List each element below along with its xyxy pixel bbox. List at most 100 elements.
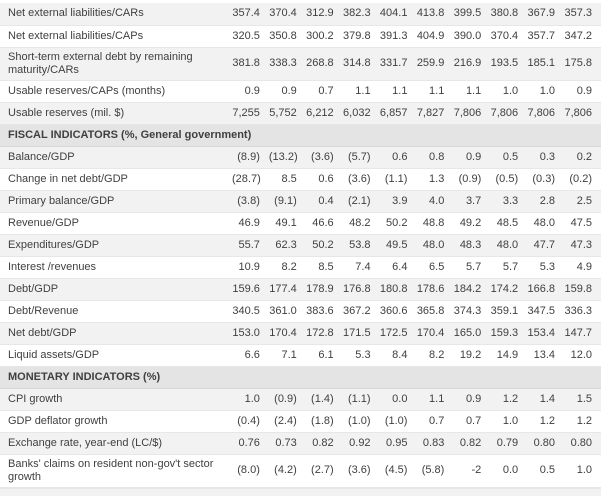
value-cell: 8.2 [268,256,306,279]
value-cell: 0.9 [564,80,601,103]
value-cell: 0.9 [453,146,491,169]
value-cell: 174.2 [490,278,528,301]
value-cell: 6.6 [232,344,269,367]
value-cell: 360.6 [379,300,417,323]
row-label: Usable reserves (mil. $) [0,102,232,125]
value-cell: 0.6 [305,168,343,191]
value-cell: 55.7 [232,234,269,257]
value-cell: 2.5 [564,190,601,213]
value-cell: 370.4 [268,3,306,26]
value-cell: 172.8 [305,322,343,345]
indicator-row: Balance/GDP (8.9) (13.2) (3.6) (5.7) 0.6 0.8 0.… [0,146,601,169]
value-cell: 320.5 [232,25,269,48]
value-cell: (9.1) [268,190,306,213]
value-cell: 347.5 [527,300,565,323]
section-header-row: MONETARY INDICATORS (%) [0,365,601,389]
value-cell: -2 [453,454,491,488]
value-cell: 259.9 [416,47,454,81]
value-cell: 216.9 [453,47,491,81]
value-cell: 379.8 [342,25,380,48]
value-cell: 48.0 [527,212,565,235]
value-cell: 370.4 [490,25,528,48]
row-label: Net external liabilities/CAPs [0,25,232,48]
value-cell: 8.5 [305,256,343,279]
value-cell: 178.6 [416,278,454,301]
value-cell: 49.1 [268,212,306,235]
value-cell: 159.6 [232,278,269,301]
indicator-row: Net external liabilities/CAPs 320.5 350.8 3… [0,25,601,48]
value-cell: 0.9 [453,388,491,411]
value-cell: 8.5 [268,168,306,191]
value-cell: 6,212 [305,102,343,125]
value-cell: 357.7 [527,25,565,48]
value-cell: 46.6 [305,212,343,235]
value-cell: (1.1) [342,388,380,411]
value-cell: 3.3 [490,190,528,213]
value-cell: (0.2) [564,168,601,191]
value-cell: 381.8 [232,47,269,81]
value-cell: 0.95 [379,432,417,455]
value-cell: 365.8 [416,300,454,323]
value-cell: 159.3 [490,322,528,345]
indicator-row: Expenditures/GDP 55.7 62.3 50.2 53.8 49.5 48.0… [0,234,601,257]
value-cell: 382.3 [342,3,380,26]
value-cell: 1.3 [416,168,454,191]
value-cell: 0.76 [232,432,269,455]
value-cell: (2.1) [342,190,380,213]
indicator-row: Banks' claims on resident non-gov't sect… [0,454,601,488]
value-cell: 357.4 [232,3,269,26]
section-header-row: FISCAL INDICATORS (%, General government… [0,123,601,147]
value-cell: 0.83 [416,432,454,455]
value-cell: (3.6) [342,168,380,191]
value-cell: 6,032 [342,102,380,125]
value-cell: 0.5 [490,146,528,169]
value-cell: 7,806 [564,102,601,125]
value-cell: 153.0 [232,322,269,345]
value-cell: 47.3 [564,234,601,257]
section-header-label: FISCAL INDICATORS (%, General government… [0,123,601,147]
value-cell: 374.3 [453,300,491,323]
indicator-row: Change in net debt/GDP (28.7) 8.5 0.6 (3.6)(… [0,168,601,191]
row-label: Liquid assets/GDP [0,344,232,367]
value-cell: 338.3 [268,47,306,81]
value-cell: 8.2 [416,344,454,367]
value-cell: 147.7 [564,322,601,345]
indicator-row: Interest /revenues 10.9 8.2 8.5 7.4 6.4 6.5 5.7… [0,256,601,279]
value-cell: (0.3) [527,168,565,191]
value-cell: 50.2 [379,212,417,235]
indicators-table: Net external liabilities/CARs 357.4 370.4 3… [0,3,601,488]
value-cell: 46.9 [232,212,269,235]
value-cell: 1.1 [342,80,380,103]
value-cell: 165.0 [453,322,491,345]
value-cell: 5.3 [342,344,380,367]
section-header-label: MONETARY INDICATORS (%) [0,365,601,389]
value-cell: 7,827 [416,102,454,125]
value-cell: 5.3 [527,256,565,279]
value-cell: (13.2) [268,146,306,169]
value-cell: 0.5 [527,454,565,488]
value-cell: 159.8 [564,278,601,301]
value-cell: 0.7 [453,410,491,433]
value-cell: 3.7 [453,190,491,213]
row-label: Exchange rate, year-end (LC/$) [0,432,232,455]
value-cell: 48.0 [490,234,528,257]
value-cell: 19.2 [453,344,491,367]
value-cell: 7.1 [268,344,306,367]
value-cell: (5.7) [342,146,380,169]
indicator-row: Revenue/GDP 46.9 49.1 46.6 48.2 50.2 48.8 49.2 4… [0,212,601,235]
row-label: Revenue/GDP [0,212,232,235]
value-cell: 340.5 [232,300,269,323]
value-cell: 176.8 [342,278,380,301]
value-cell: (4.5) [379,454,417,488]
value-cell: (0.4) [232,410,269,433]
value-cell: 0.9 [268,80,306,103]
value-cell: 4.0 [416,190,454,213]
value-cell: 5,752 [268,102,306,125]
value-cell: 0.92 [342,432,380,455]
indicator-row: Debt/GDP 159.6 177.4 178.9 176.8 180.8 178.6 18… [0,278,601,301]
value-cell: 7,255 [232,102,269,125]
value-cell: 48.8 [416,212,454,235]
value-cell: 413.8 [416,3,454,26]
value-cell: 3.9 [379,190,417,213]
